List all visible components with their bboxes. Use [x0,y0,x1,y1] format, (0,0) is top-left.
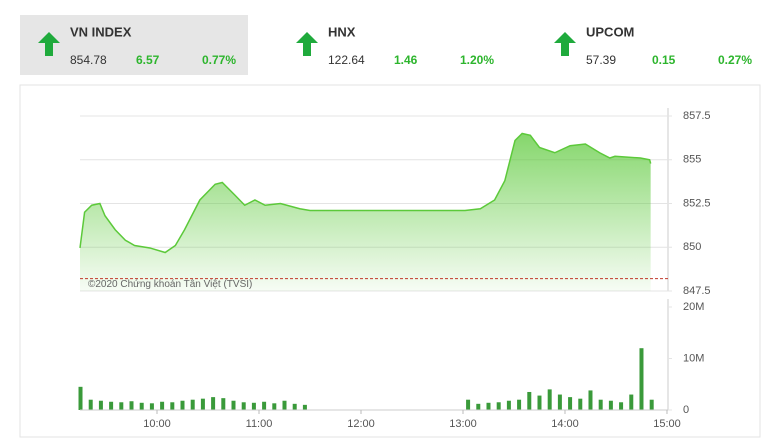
volume-bar [292,403,297,410]
index-change: 6.57 [136,53,160,67]
volume-bar [160,401,165,410]
up-arrow [296,32,318,56]
x-tick-label: 12:00 [347,418,375,430]
volume-bar [639,348,644,410]
volume-bar [598,399,603,410]
tiles: VN INDEX 854.78 6.57 0.77% HNX 122.64 1.46 1.20… [38,24,752,67]
chart-frame [19,84,761,438]
volume-bar [517,399,522,410]
volume-bar [262,401,267,410]
up-arrow [554,32,576,56]
x-tick-label: 10:00 [143,418,171,430]
x-tick-label: 15:00 [653,418,681,430]
volume-bar [88,399,93,410]
y-tick-label: 852.5 [683,197,711,209]
volume-bar [200,398,205,410]
index-change: 1.46 [394,53,418,67]
price-area [80,133,651,291]
index-percent: 0.27% [718,53,752,67]
index-change: 0.15 [652,53,676,67]
volume-bar [547,389,552,410]
volume-bar [476,403,481,410]
volume-bar [537,395,542,410]
volume-bar [109,401,114,410]
y-tick-label: 850 [683,241,701,253]
x-tick-label: 13:00 [449,418,477,430]
x-tick-label: 11:00 [246,418,273,430]
volume-bar [119,402,124,410]
volume-bar [496,402,501,410]
y-tick-label: 857.5 [683,110,711,122]
volume-bar [211,397,216,410]
charts: 847.5 850 852.5 855 857.5 ©2020 Chứng khoán T… [78,108,711,430]
y-tick-label: 855 [683,154,701,166]
volume-bar [241,402,246,410]
index-price: 122.64 [328,53,365,67]
volume-bar [578,398,583,410]
index-price: 854.78 [70,53,107,67]
volume-bar [231,400,236,410]
volume-bar [98,400,103,410]
volume-bar [302,404,307,410]
volume-bar [149,403,154,410]
volume-bar [180,400,185,410]
volume-bar [608,400,613,410]
volume-bar [139,402,144,410]
volume-bar [129,401,134,410]
volume-bar [221,398,226,410]
volume-bar [588,390,593,410]
index-percent: 1.20% [460,53,494,67]
y-tick-label: 20M [683,301,704,313]
volume-bar [629,394,634,410]
volume-bar [486,402,491,410]
volume-bar [170,402,175,410]
y-tick-label: 847.5 [683,285,711,297]
volume-bar [619,402,624,410]
index-percent: 0.77% [202,53,236,67]
volume-bar [527,391,532,410]
index-name: UPCOM [586,24,634,39]
x-tick-label: 14:00 [551,418,579,430]
volume-bar [466,399,471,410]
volume-bar [190,399,195,410]
active-tile[interactable] [20,15,248,75]
volume-bar [506,400,511,410]
volume-bar [649,399,654,410]
volume-bar [557,394,562,410]
y-tick-label: 0 [683,404,689,416]
y-tick-label: 10M [683,352,704,364]
index-price: 57.39 [586,53,616,67]
volume-bar [282,400,287,410]
watermark: ©2020 Chứng khoán Tân Việt (TVSI) [88,279,252,290]
volume-bar [568,397,573,410]
price-line [79,132,652,254]
up-arrow [38,32,60,56]
volume-bar [272,403,277,410]
index-name: HNX [328,24,356,39]
index-name: VN INDEX [70,24,132,39]
volume-bar [251,402,256,410]
volume-bar [78,386,83,410]
